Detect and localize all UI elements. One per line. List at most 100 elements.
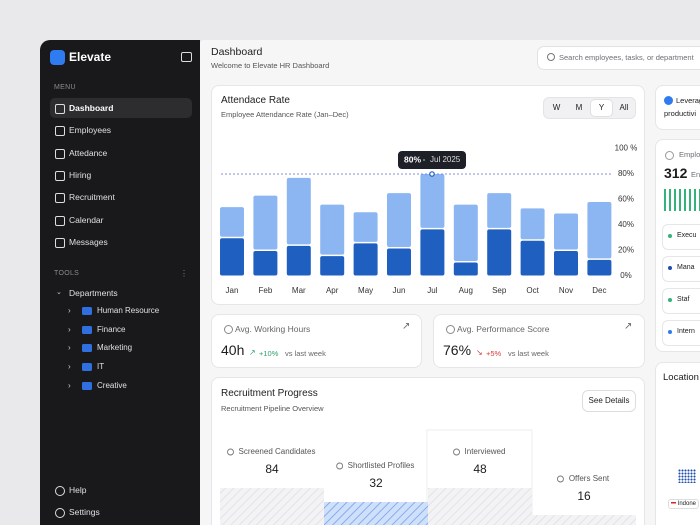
range-selector: W M Y All <box>543 97 636 119</box>
stat-icon <box>224 325 233 334</box>
folder-icon <box>82 325 92 334</box>
stat-card <box>433 314 645 368</box>
menu-icon <box>55 126 65 137</box>
range-button[interactable]: W <box>552 103 561 112</box>
stat-title: Avg. Performance Score <box>457 324 550 334</box>
stat-link[interactable]: ↗ <box>402 321 411 332</box>
see-details-button[interactable]: See Details <box>582 390 636 412</box>
chart-subtitle: Employee Attendance Rate (Jan–Dec) <box>221 110 349 119</box>
banner-card: Leverag productivi <box>655 85 700 130</box>
stat-value: 40h <box>221 342 245 358</box>
menu-heading: MENU <box>54 84 76 91</box>
stat-title: Avg. Working Hours <box>235 324 311 334</box>
menu-item[interactable]: Employees <box>69 125 112 136</box>
group-label: Mana <box>677 264 695 271</box>
chart-title: Attendace Rate <box>221 95 290 106</box>
tree-item[interactable]: Creative <box>97 380 127 390</box>
footer-item[interactable]: Settings <box>69 507 100 517</box>
menu-item[interactable]: Recruitment <box>69 192 115 203</box>
flag <box>671 502 676 505</box>
folder-icon <box>82 363 92 372</box>
tools-menu[interactable]: ⋮ <box>180 269 188 278</box>
banner-line: Leverag <box>676 96 700 105</box>
trend-arrow: ↗ <box>249 348 256 357</box>
stat-change: +10% <box>259 349 279 358</box>
folder-icon <box>82 381 92 390</box>
recruitment-subtitle: Recruitment Pipeline Overview <box>221 404 324 413</box>
folder-icon <box>82 307 92 315</box>
search-icon <box>547 53 555 61</box>
footer-icon <box>55 486 65 496</box>
group-dot <box>668 234 672 238</box>
banner-icon <box>664 96 673 105</box>
menu-icon <box>55 237 65 248</box>
tree-item[interactable]: Marketing <box>97 343 133 353</box>
trend-arrow: ↘ <box>476 348 483 357</box>
stat-link[interactable]: ↗ <box>624 321 633 332</box>
page-subtitle: Welcome to Elevate HR Dashboard <box>211 61 330 70</box>
map-marker-label: Indone <box>677 501 697 507</box>
menu-icon <box>55 170 65 181</box>
menu-item[interactable]: Calendar <box>69 214 104 225</box>
group-row <box>662 256 700 282</box>
menu-icon <box>55 215 65 226</box>
location-card: Location Indone <box>655 362 700 525</box>
employees-total: 312 <box>664 165 688 181</box>
search-placeholder: Search employees, tasks, or department <box>559 53 694 62</box>
menu-item[interactable]: Messages <box>69 236 108 247</box>
employees-bar <box>664 189 700 211</box>
main-area: Dashboard Welcome to Elevate HR Dashboar… <box>200 40 700 525</box>
stat-comparison: vs last week <box>508 349 549 358</box>
map-dots <box>678 469 696 483</box>
recruitment-title: Recruitment Progress <box>221 388 318 399</box>
tree-root[interactable]: Departments <box>69 288 118 298</box>
group-row <box>662 320 700 346</box>
menu-active-bg <box>50 98 192 118</box>
tree-chevron: ⌄ <box>56 289 62 296</box>
stat-icon <box>446 325 455 334</box>
sidebar: Elevate MENU TOOLS ⋮ Dashboard Employees A… <box>40 40 200 525</box>
tree-item[interactable]: Human Resource <box>97 306 160 315</box>
search-box[interactable]: Search employees, tasks, or department <box>537 46 700 70</box>
menu-icon <box>55 193 65 204</box>
tree-item[interactable]: Finance <box>97 324 126 334</box>
employees-icon <box>665 151 674 160</box>
tools-heading: TOOLS <box>54 270 80 277</box>
tree-chevron: › <box>68 380 71 390</box>
collapse-button[interactable] <box>181 52 192 62</box>
tree-chevron: › <box>68 362 71 372</box>
group-label: Execu <box>677 232 697 239</box>
tree-chevron: › <box>68 306 71 315</box>
folder-icon <box>82 344 92 353</box>
page-title: Dashboard <box>211 46 263 58</box>
location-title: Location <box>663 372 699 383</box>
group-dot <box>668 298 672 302</box>
footer-item[interactable]: Help <box>69 485 87 495</box>
menu-icon <box>55 104 65 114</box>
menu-icon <box>55 148 65 159</box>
map-marker: Indone <box>668 499 700 509</box>
group-label: Staf <box>677 296 690 303</box>
group-label: Intern <box>677 328 695 335</box>
tree-chevron: › <box>68 324 71 334</box>
range-button[interactable]: Y <box>591 100 612 116</box>
stat-comparison: vs last week <box>285 349 326 358</box>
range-button[interactable]: All <box>619 103 629 112</box>
recruitment-card <box>211 377 645 525</box>
brand-name: Elevate <box>69 50 112 64</box>
group-dot <box>668 330 672 334</box>
employees-title: Emplo <box>679 150 700 159</box>
stat-value: 76% <box>443 342 472 358</box>
brand-logo <box>50 50 65 65</box>
range-button[interactable]: M <box>575 103 583 112</box>
tree-item[interactable]: IT <box>97 362 105 372</box>
menu-item[interactable]: Dashboard <box>69 103 114 113</box>
employees-card: Emplo 312 En Execu Mana Staf Intern <box>655 139 700 352</box>
menu-item[interactable]: Attedance <box>69 147 108 158</box>
employees-unit: En <box>691 170 700 179</box>
menu-item[interactable]: Hiring <box>69 169 92 180</box>
stat-card <box>211 314 422 368</box>
stat-change: +5% <box>486 349 502 358</box>
